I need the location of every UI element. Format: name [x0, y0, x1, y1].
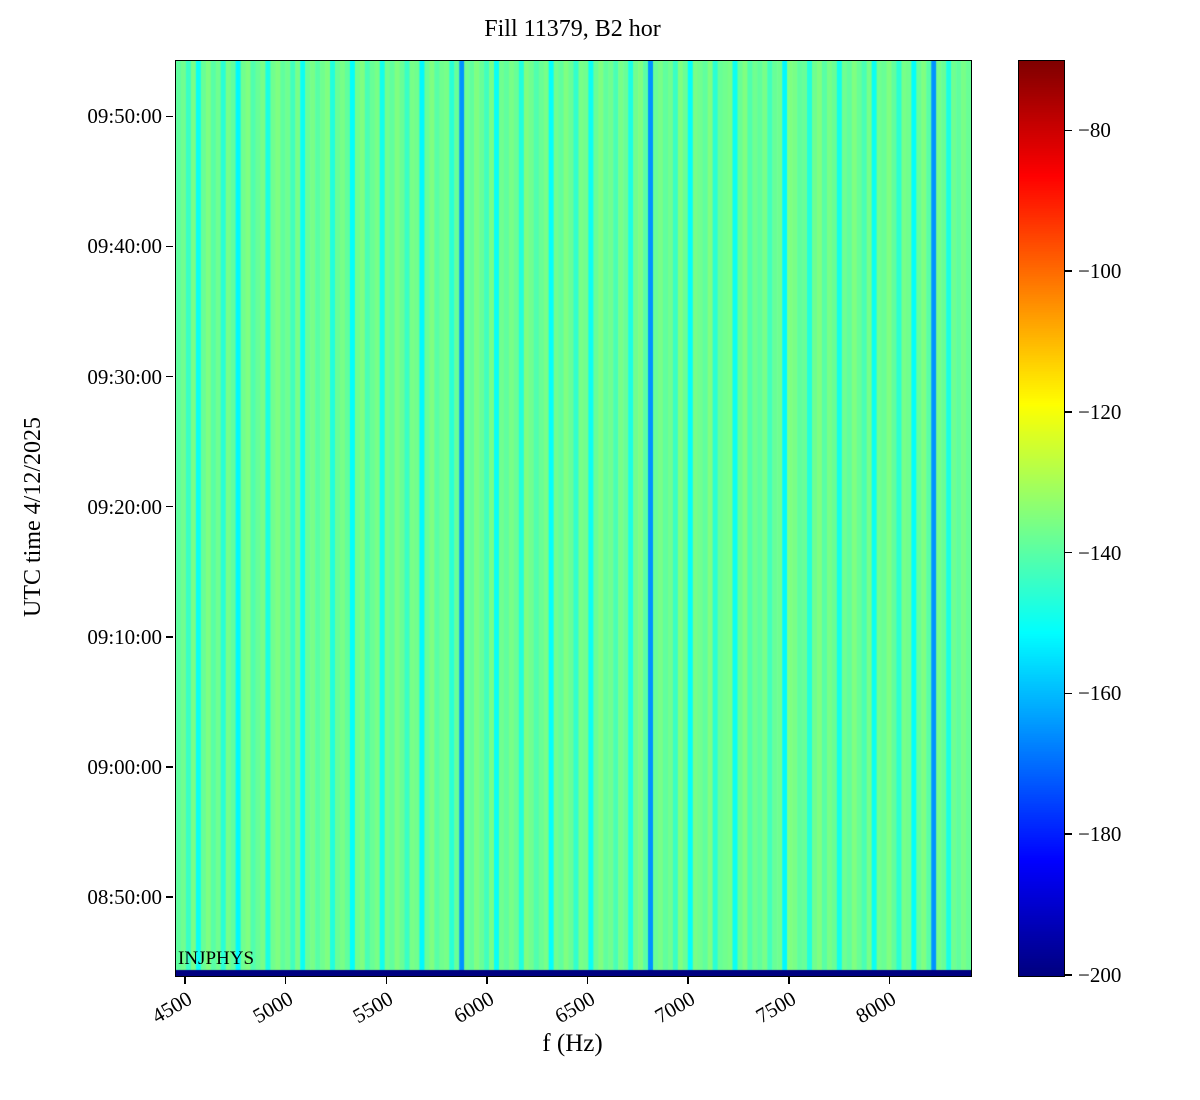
y-tick-label: 09:20:00 [87, 494, 162, 519]
y-axis-label: UTC time 4/12/2025 [20, 417, 46, 618]
colorbar-tick-mark [1065, 833, 1072, 835]
colorbar-tick-mark [1065, 129, 1072, 132]
y-tick-mark [166, 505, 173, 508]
y-tick-mark [166, 115, 173, 118]
colorbar-tick-label: −100 [1078, 259, 1122, 284]
colorbar-tick-mark [1065, 270, 1072, 272]
colorbar-tick-label: −180 [1078, 822, 1122, 847]
colorbar-tick-label: −200 [1078, 963, 1122, 987]
x-tick-mark [284, 977, 287, 984]
heatmap-canvas [176, 61, 971, 976]
colorbar-tick-label: −80 [1078, 118, 1111, 143]
colorbar-tick-mark [1065, 974, 1072, 976]
x-tick-mark [385, 977, 388, 984]
colorbar [1018, 60, 1065, 977]
colorbar-tick-mark [1065, 692, 1072, 695]
y-tick-mark [166, 636, 173, 638]
x-tick-mark [184, 977, 186, 984]
y-tick-mark [166, 896, 173, 898]
x-tick-mark [888, 977, 891, 984]
x-axis-label: f (Hz) [542, 1030, 603, 1057]
chart-title: Fill 11379, B2 hor [484, 16, 661, 42]
colorbar-tick-mark [1065, 551, 1072, 554]
colorbar-tick-label: −120 [1078, 399, 1122, 424]
y-tick-label: 08:50:00 [87, 884, 162, 909]
y-tick-label: 09:30:00 [87, 364, 162, 389]
heatmap-plot-area [175, 60, 972, 977]
y-tick-mark [166, 245, 173, 248]
y-tick-label: 09:50:00 [87, 104, 162, 129]
injphys-annotation: INJPHYS [178, 948, 255, 969]
colorbar-canvas [1019, 61, 1064, 976]
y-tick-label: 09:40:00 [87, 234, 162, 259]
x-tick-mark [586, 977, 589, 984]
x-tick-mark [486, 977, 488, 984]
colorbar-tick-label: −140 [1078, 540, 1122, 565]
y-tick-label: 09:10:00 [87, 624, 162, 649]
y-tick-mark [166, 766, 173, 768]
y-tick-mark [166, 375, 173, 378]
y-tick-label: 09:00:00 [87, 754, 162, 779]
x-tick-mark [687, 977, 689, 984]
x-tick-mark [788, 977, 790, 984]
colorbar-tick-label: −160 [1078, 681, 1122, 706]
colorbar-tick-mark [1065, 411, 1072, 413]
